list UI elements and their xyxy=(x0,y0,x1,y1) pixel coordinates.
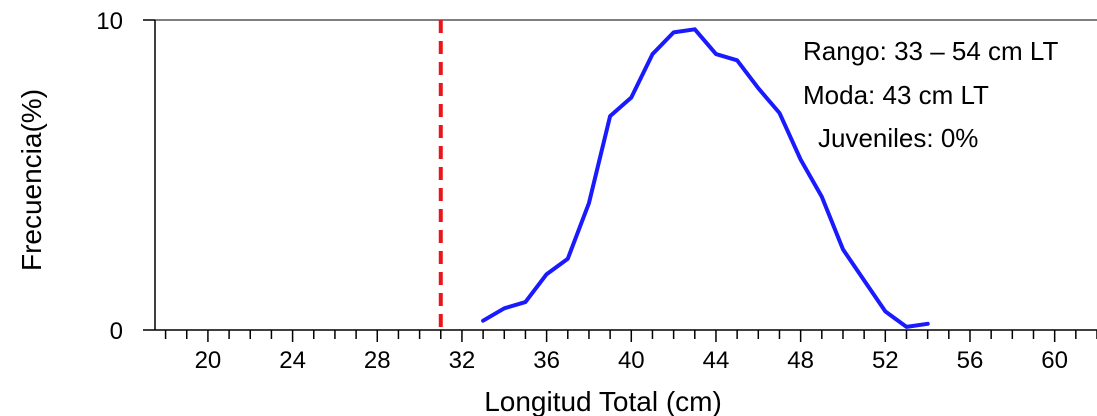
annotation-juveniles: Juveniles: 0% xyxy=(818,123,978,153)
x-tick-label: 44 xyxy=(703,347,730,374)
annotation-moda: Moda: 43 cm LT xyxy=(803,80,989,110)
x-tick-label: 20 xyxy=(195,347,222,374)
data-point xyxy=(693,28,696,31)
data-point xyxy=(503,307,506,310)
y-axis: 0 10 xyxy=(96,8,155,345)
x-tick-label: 48 xyxy=(787,347,814,374)
x-axis: 20 24 28 32 36 40 44 48 52 56 60 xyxy=(164,330,1097,374)
x-tick-label: 32 xyxy=(449,347,476,374)
x-tick-label: 60 xyxy=(1041,347,1068,374)
data-point xyxy=(608,114,612,118)
x-axis-title: Longitud Total (cm) xyxy=(484,386,722,416)
data-point xyxy=(735,59,739,62)
data-point xyxy=(905,325,908,329)
x-tick-label: 56 xyxy=(957,347,984,374)
x-tick-label: 40 xyxy=(618,347,645,374)
y-tick-label: 10 xyxy=(96,8,123,35)
frequency-series-line xyxy=(481,27,930,329)
data-point xyxy=(799,158,802,161)
series-layer xyxy=(481,27,930,329)
data-point xyxy=(524,300,527,304)
data-point xyxy=(587,201,591,205)
y-tick-label: 0 xyxy=(110,318,123,345)
data-point xyxy=(630,96,633,99)
plot-frame xyxy=(154,19,1097,331)
data-point xyxy=(820,195,824,198)
data-point xyxy=(481,319,485,322)
data-point xyxy=(714,52,718,56)
data-point xyxy=(545,273,548,276)
x-tick-label: 28 xyxy=(364,347,391,374)
x-tick-label: 24 xyxy=(279,347,306,374)
data-point xyxy=(841,248,845,251)
x-tick-label: 36 xyxy=(533,347,560,374)
data-point xyxy=(672,31,675,34)
data-point xyxy=(651,52,654,56)
data-point xyxy=(926,322,929,325)
y-axis-title: Frecuencia(%) xyxy=(16,89,47,271)
data-point xyxy=(884,310,887,313)
data-point xyxy=(566,257,569,260)
data-point xyxy=(757,87,760,90)
data-point xyxy=(862,279,866,282)
data-point xyxy=(778,111,781,115)
x-tick-label: 52 xyxy=(872,347,899,374)
annotation-rango: Rango: 33 – 54 cm LT xyxy=(803,36,1058,66)
